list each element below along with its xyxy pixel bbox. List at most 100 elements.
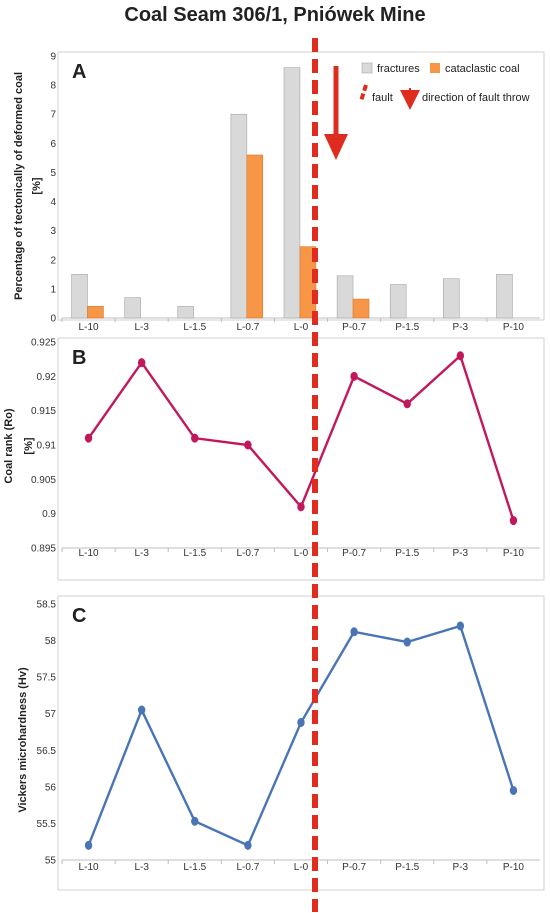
bar-fractures-P-0.7 [336,275,354,319]
data-point-L-1.5 [191,433,199,443]
bar-fractures-P-1.5 [389,284,407,319]
data-point-L-10 [84,840,93,850]
y-tick-label: 6 [50,139,56,150]
data-point-P-10 [509,786,518,796]
bar-fractures-L-3 [124,297,141,319]
x-tick-label: L-10 [79,548,99,559]
data-point-P-1.5 [403,637,411,647]
legend-swatch-cataclastic [430,63,440,73]
x-tick-label: P-1.5 [395,548,419,559]
legend: fractures cataclastic coal fault direction … [359,62,530,110]
y-tick-label: 2 [50,255,56,266]
data-point-L-3 [137,705,146,715]
x-tick-label: L-0 [294,862,309,873]
legend-label-throw: direction of fault throw [422,92,530,104]
x-tick-label: L-1.5 [183,862,206,873]
x-tick-label: L-0.7 [236,862,259,873]
y-tick-label: 0.92 [37,372,57,383]
x-tick-label: P-3 [453,862,469,873]
bar-cataclastic-coal-L-10 [87,306,104,319]
legend-swatch-fractures [361,62,373,74]
y-tick-label: 5 [50,168,56,179]
y-tick-label: 57 [45,709,57,720]
x-tick-label: L-0 [294,322,309,333]
y-tick-label: 3 [50,226,56,237]
x-tick-label: L-1.5 [183,548,206,559]
y-axis-label: Vickers microhardness (Hv) [17,667,29,813]
bar-cataclastic-coal-P-0.7 [352,298,370,319]
y-tick-label: 1 [50,284,56,295]
y-axis-label: Percentage of tectonically of deformed c… [13,72,25,300]
x-tick-label: L-3 [134,548,149,559]
y-axis-unit: [%] [31,177,43,194]
bar-fractures-L-0 [283,67,301,319]
data-point-P-3 [456,621,465,631]
bar-fractures-L-1.5 [177,306,195,319]
x-tick-label: L-3 [134,862,149,873]
data-point-L-0.7 [244,840,252,850]
x-tick-label: P-10 [503,862,525,873]
x-tick-label: L-3 [134,322,149,333]
data-point-P-3 [456,351,465,361]
data-point-P-0.7 [350,371,358,381]
y-tick-label: 56 [45,782,57,793]
y-tick-label: 0 [50,314,56,325]
y-tick-label: 55 [45,856,57,867]
x-tick-label: L-0 [294,548,309,559]
data-point-P-10 [509,516,518,526]
data-point-L-0 [297,717,305,727]
chart-panel-c: 55 55.5 56 56.5 57 57.5 58 58.5 L-10 L-3 L-1.5 L-0.… [17,595,545,891]
y-tick-label: 0.895 [31,544,56,555]
x-tick-label: L-0.7 [236,322,259,333]
chart-panel-b: 0.895 0.9 0.905 0.91 0.915 0.92 0.925 L-10 L-3 L-… [3,337,545,581]
x-tick-label: P-10 [503,322,525,333]
data-point-L-0 [297,502,305,512]
y-axis-label: Coal rank (Ro) [3,408,15,484]
y-tick-label: 0.915 [31,406,56,417]
y-tick-label: 56.5 [37,746,57,757]
x-tick-label: P-3 [453,548,469,559]
legend-label-cataclastic: cataclastic coal [445,63,520,75]
data-point-L-0.7 [244,440,252,450]
x-tick-label: P-3 [453,322,469,333]
x-tick-label: P-1.5 [395,862,419,873]
panel-letter: B [72,347,86,369]
figure-title: Coal Seam 306/1, Pniówek Mine [124,4,426,26]
x-tick-label: L-1.5 [183,322,206,333]
x-tick-label: L-10 [79,322,99,333]
y-tick-label: 58 [45,636,57,647]
y-tick-label: 58.5 [37,600,57,611]
panel-letter: A [72,61,86,83]
x-tick-label: P-0.7 [342,548,366,559]
data-point-L-3 [137,358,146,368]
y-tick-label: 0.925 [31,338,56,349]
y-tick-label: 0.9 [42,509,56,520]
y-tick-label: 57.5 [37,673,57,684]
bar-fractures-P-10 [496,274,513,319]
x-tick-label: L-10 [79,862,99,873]
y-tick-label: 8 [50,81,56,92]
chart-panel-a: 0 1 2 3 4 5 6 7 8 9 L-10 L-3 L-1.5 L-0.7 L-0 P-0.7 P-1.5… [13,51,545,333]
y-axis-unit: [%] [23,437,35,454]
bar-cataclastic-coal-L-0.7 [246,154,264,319]
bar-fractures-P-3 [443,278,460,319]
data-point-P-0.7 [350,627,358,637]
data-point-P-1.5 [403,399,411,409]
chart-frame [57,595,545,891]
x-tick-label: L-0.7 [236,548,259,559]
data-point-L-1.5 [191,816,199,826]
fault-throw-arrowhead [324,134,348,160]
x-tick-label: P-10 [503,548,525,559]
y-tick-label: 4 [50,197,56,208]
data-point-L-10 [84,433,93,443]
y-tick-label: 55.5 [37,819,57,830]
x-tick-label: P-1.5 [395,322,419,333]
bar-fractures-L-0.7 [230,113,248,319]
y-tick-label: 7 [50,110,56,121]
y-tick-label: 9 [50,52,56,63]
chart-frame [57,337,545,581]
bar-fractures-L-10 [71,274,88,319]
x-tick-label: P-0.7 [342,322,366,333]
x-tick-label: P-0.7 [342,862,366,873]
